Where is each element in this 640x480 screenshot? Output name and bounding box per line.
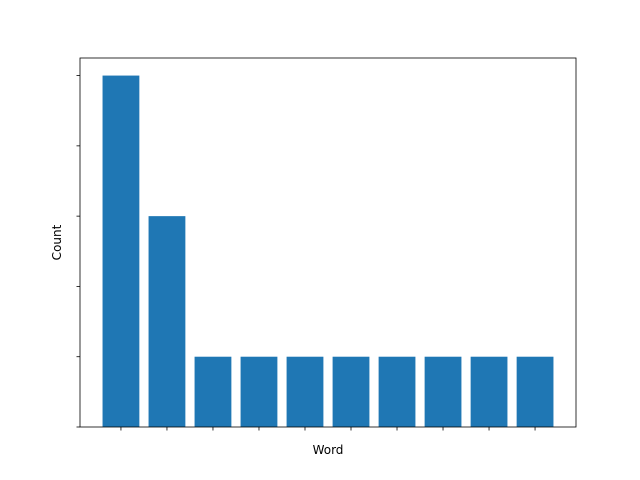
bar-4 — [286, 356, 324, 427]
x-axis-label: Word — [313, 443, 344, 457]
bar-2 — [194, 356, 232, 427]
x-ticks — [120, 427, 536, 431]
bar-1 — [148, 216, 186, 427]
bar-0 — [102, 75, 140, 428]
bar-8 — [470, 356, 508, 427]
bar-3 — [240, 356, 278, 427]
y-axis-label: Count — [50, 224, 64, 260]
bar-9 — [516, 356, 554, 427]
bar-5 — [332, 356, 370, 427]
y-ticks — [76, 75, 80, 428]
bars-layer — [102, 75, 554, 428]
bar-6 — [378, 356, 416, 427]
plot-frame — [79, 57, 577, 428]
bar-7 — [424, 356, 462, 427]
